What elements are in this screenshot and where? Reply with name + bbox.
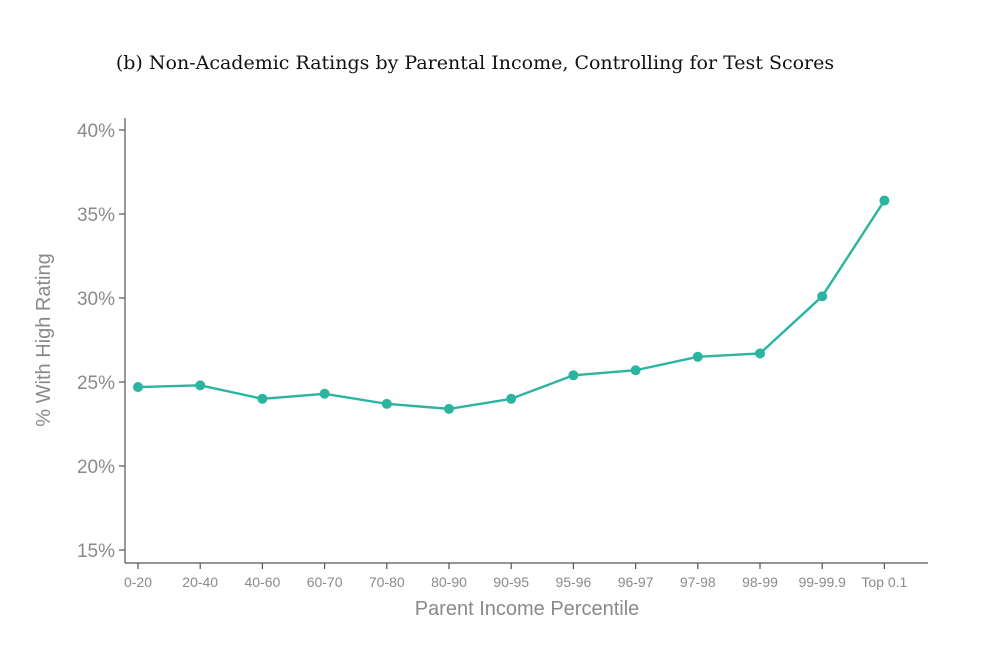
x-tick-label: 0-20 [124,574,152,590]
y-tick-label: 40% [77,121,115,142]
data-point [133,382,143,393]
x-tick-label: 98-99 [742,574,778,590]
data-point [755,348,765,359]
x-tick-label: 95-96 [555,574,591,590]
data-point [195,380,206,391]
data-point [319,388,330,399]
x-tick-label: 60-70 [307,574,343,590]
y-axis: 15% 20% 25% 30% 35% 40% [77,118,126,563]
data-point [506,393,517,404]
data-point [879,195,890,206]
y-axis-label: % With High Rating [33,253,55,426]
data-point [630,365,641,376]
x-axis: 0-20 20-40 40-60 60-70 70-80 80-90 90-95 95-96 9… [124,562,928,590]
series-line [133,195,890,414]
x-tick-label: 40-60 [244,574,280,590]
x-tick-label: 97-98 [680,574,716,590]
data-point [444,403,454,414]
x-axis-label: Parent Income Percentile [415,598,640,620]
y-tick-label: 20% [77,457,115,478]
x-tick-label: 90-95 [493,574,529,590]
data-point [257,393,268,404]
data-point [692,351,703,362]
y-tick-label: 35% [77,205,115,226]
y-tick-label: 25% [77,373,115,394]
chart-title: (b) Non-Academic Ratings by Parental Inc… [115,52,835,74]
x-tick-label: 70-80 [369,574,405,590]
x-tick-label: 20-40 [182,574,218,590]
data-point [381,398,392,409]
x-tick-label: 96-97 [618,574,654,590]
x-tick-label: Top 0.1 [861,574,907,590]
x-tick-label: 99-99.9 [798,574,846,590]
data-point [817,291,828,302]
x-tick-label: 80-90 [431,574,467,590]
series-path [137,199,886,411]
y-tick-label: 30% [77,289,115,310]
data-point [568,370,579,381]
y-tick-label: 15% [77,541,115,562]
